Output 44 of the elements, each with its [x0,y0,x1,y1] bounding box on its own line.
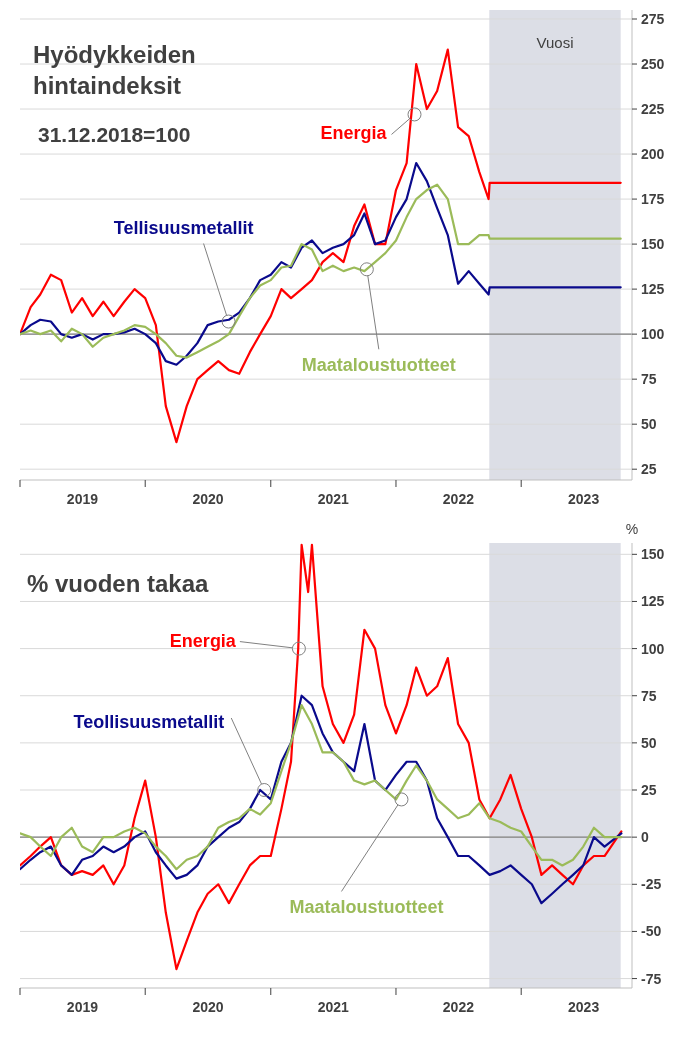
y-tick-label: 200 [641,146,665,163]
y-tick-label: 100 [641,640,665,657]
y-tick-label: 150 [641,236,665,253]
x-tick-label: 2019 [66,999,99,1015]
y-tick-label: 100 [641,326,665,343]
y-tick-label: 50 [641,734,657,751]
y-tick-label: -25 [641,876,662,893]
x-tick-label: 2020 [192,491,224,507]
y-tick-label: 125 [641,281,665,298]
annotation: Tellisuusmetallit [113,217,254,238]
x-tick-label: 2022 [442,999,475,1015]
x-tick-label: 2019 [66,491,99,507]
y-tick-label: 250 [641,56,665,73]
x-tick-label: 2020 [192,999,224,1015]
y-tick-label: 125 [641,593,665,610]
y-tick-label: -50 [641,923,662,940]
annotation: Maataloustuotteet [301,355,456,376]
text: Hyödykkeiden hintaindeksit [33,41,196,99]
y-tick-label: 75 [641,687,657,704]
annotation: Energia [169,630,237,651]
text: 31.12.2018=100 [38,123,191,146]
y-tick-label: -75 [641,970,662,987]
line-series [20,543,623,971]
y-tick-label: 25 [641,461,657,478]
y-tick-label: 150 [641,546,665,563]
y-tick-label: 75 [641,371,657,388]
text: % vuoden takaa [27,570,210,597]
annotation: Maataloustuotteet [289,897,444,918]
x-tick-label: 2021 [317,999,349,1015]
y-tick-label: 0 [641,829,649,846]
x-tick-label: 2023 [568,999,600,1015]
band-label: Vuosi [536,34,574,51]
y-tick-label: 225 [641,101,665,118]
y-tick-label: 50 [641,416,657,433]
annotation: Teollisuusmetallit [73,712,225,733]
y-tick-label: 25 [641,782,657,799]
annotation: Energia [320,123,388,144]
x-tick-label: 2021 [317,491,349,507]
x-tick-label: 2023 [568,491,600,507]
y-tick-label: 275 [641,11,665,27]
x-tick-label: 2022 [442,491,475,507]
y-axis-title: % [625,521,639,537]
line-series [20,704,623,871]
y-tick-label: 175 [641,191,665,208]
